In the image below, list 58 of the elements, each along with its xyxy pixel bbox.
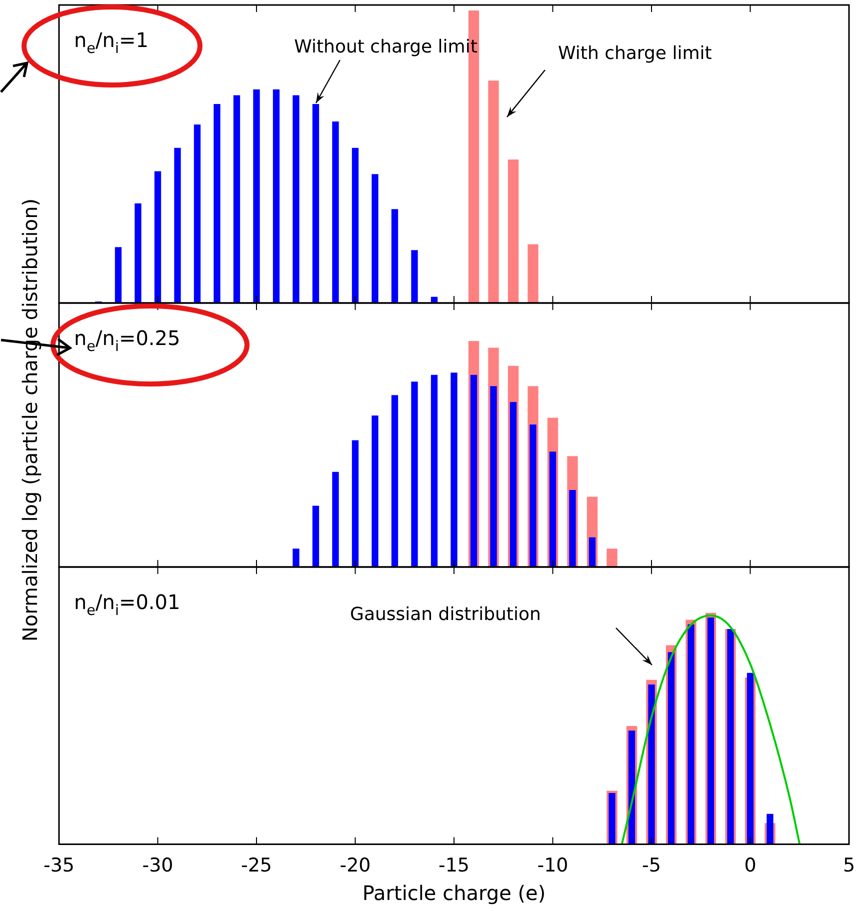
bar	[134, 203, 142, 303]
bar	[292, 548, 300, 567]
bar	[114, 247, 122, 303]
x-tick-label: -25	[240, 854, 272, 877]
annotation: With charge limit	[558, 43, 712, 64]
bar	[628, 730, 636, 844]
bar	[766, 814, 774, 844]
bar	[450, 372, 458, 567]
bar	[746, 672, 754, 844]
bar	[430, 374, 438, 567]
bar	[411, 382, 418, 567]
bar	[332, 472, 339, 567]
x-tick-label: 5	[842, 854, 856, 877]
bar	[549, 452, 556, 567]
x-tick-label: 0	[744, 854, 756, 877]
bar	[174, 148, 181, 303]
bar	[608, 793, 616, 844]
bar	[606, 548, 618, 567]
bar	[648, 684, 655, 844]
bar	[508, 160, 519, 303]
bar	[391, 209, 398, 303]
x-tick-label: -20	[340, 854, 371, 877]
bar	[352, 440, 359, 567]
bar	[352, 148, 359, 303]
bar	[569, 490, 576, 567]
bar	[312, 104, 320, 303]
x-tick-label: -5	[642, 854, 661, 877]
bar	[490, 386, 497, 567]
x-tick-label: -10	[537, 854, 568, 877]
annotation: Without charge limit	[294, 36, 478, 58]
bar	[233, 95, 240, 303]
y-axis-title: Normalized log (particle charge distribution)	[18, 198, 42, 642]
bar	[411, 250, 418, 303]
bar	[588, 537, 596, 567]
bar	[214, 104, 220, 303]
bar	[272, 89, 280, 303]
bar	[292, 95, 300, 303]
bar	[528, 244, 538, 303]
x-tick-label: -30	[142, 854, 174, 877]
bar	[312, 506, 320, 567]
bar	[488, 80, 499, 303]
bar	[194, 124, 201, 303]
bar	[707, 617, 714, 844]
bar	[154, 171, 162, 303]
bar	[470, 374, 478, 567]
bar	[391, 395, 398, 567]
bar	[372, 174, 378, 303]
bar	[372, 415, 378, 567]
x-tick-label: -35	[43, 854, 75, 877]
bar	[668, 652, 675, 844]
bar	[688, 624, 694, 844]
annotation: Gaussian distribution	[350, 604, 541, 625]
bar	[253, 89, 260, 303]
x-tick-label: -15	[438, 854, 470, 877]
x-axis-title: Particle charge (e)	[362, 881, 546, 906]
bar	[530, 424, 536, 567]
bar	[332, 122, 339, 303]
bar	[510, 402, 517, 567]
